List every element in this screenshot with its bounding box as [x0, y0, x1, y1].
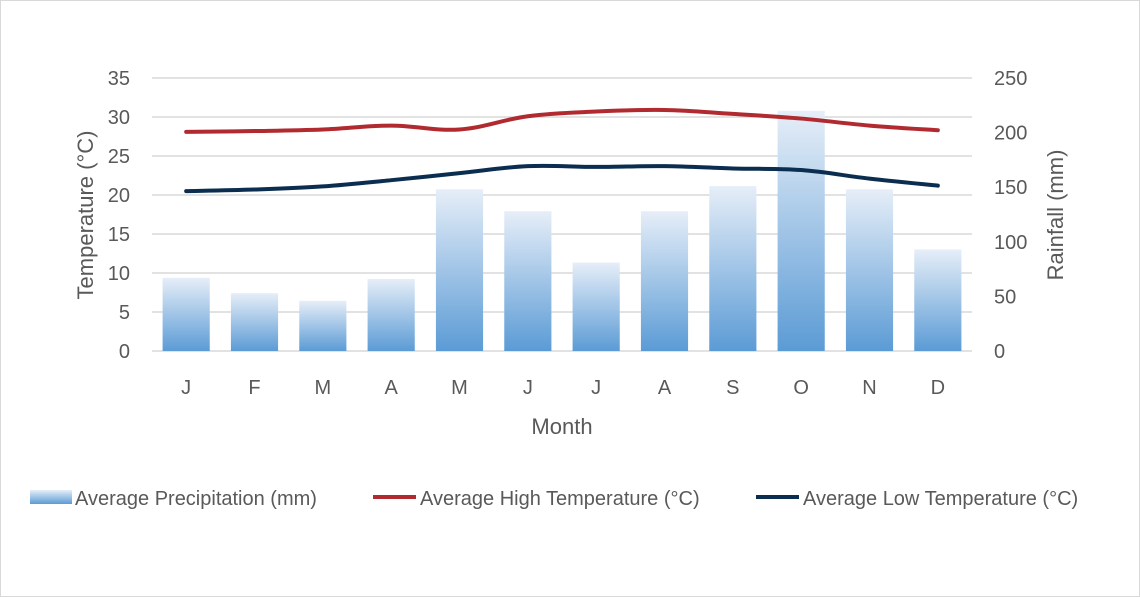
temperature-lines [184, 107, 940, 194]
x-tick-label: J [181, 377, 191, 399]
low-temperature-line [184, 163, 940, 194]
precipitation-bars [162, 110, 962, 351]
right-tick-label: 50 [994, 286, 1016, 308]
legend-label-precipitation: Average Precipitation (mm) [75, 488, 317, 510]
left-axis-ticks: 0 5 10 15 20 25 30 35 [108, 68, 130, 363]
x-tick-label: D [931, 377, 945, 399]
right-axis-title: Rainfall (mm) [1043, 150, 1068, 281]
precipitation-bar [299, 300, 347, 351]
right-tick-label: 250 [994, 68, 1027, 90]
x-tick-label: F [248, 377, 260, 399]
precipitation-bar [709, 186, 757, 351]
precipitation-bar [640, 211, 689, 351]
left-tick-label: 35 [108, 68, 130, 90]
high-temperature-line [184, 107, 940, 134]
left-tick-label: 5 [119, 302, 130, 324]
legend-label-low-temp: Average Low Temperature (°C) [803, 488, 1078, 510]
x-axis-title: Month [531, 414, 592, 439]
left-tick-label: 15 [108, 224, 130, 246]
x-tick-label: M [314, 377, 331, 399]
x-tick-label: J [523, 377, 533, 399]
precipitation-bar [572, 262, 620, 351]
x-tick-label: S [726, 377, 739, 399]
gridlines [152, 77, 972, 352]
left-axis-title: Temperature (°C) [73, 131, 98, 300]
x-tick-label: O [793, 377, 809, 399]
x-tick-label: J [591, 377, 601, 399]
precipitation-bar [504, 211, 552, 351]
precipitation-bar [367, 278, 415, 351]
right-tick-label: 0 [994, 341, 1005, 363]
x-tick-label: A [384, 377, 398, 399]
x-tick-label: N [862, 377, 876, 399]
precipitation-bar [230, 293, 279, 351]
right-tick-label: 150 [994, 177, 1027, 199]
left-tick-label: 0 [119, 341, 130, 363]
precipitation-bar [777, 110, 825, 351]
legend: Average Precipitation (mm) Average High … [30, 488, 1078, 510]
legend-swatch-precipitation [30, 490, 72, 504]
left-tick-label: 30 [108, 107, 130, 129]
left-tick-label: 20 [108, 185, 130, 207]
precipitation-bar [914, 249, 962, 351]
left-tick-label: 25 [108, 146, 130, 168]
precipitation-bar [435, 189, 484, 351]
x-tick-label: M [451, 377, 468, 399]
left-tick-label: 10 [108, 263, 130, 285]
right-tick-label: 100 [994, 232, 1027, 254]
legend-label-high-temp: Average High Temperature (°C) [420, 488, 700, 510]
precipitation-bar [845, 189, 894, 351]
right-axis-ticks: 0 50 100 150 200 250 [994, 68, 1027, 363]
x-tick-label: A [658, 377, 672, 399]
right-tick-label: 200 [994, 123, 1027, 145]
precipitation-bar [162, 277, 210, 351]
